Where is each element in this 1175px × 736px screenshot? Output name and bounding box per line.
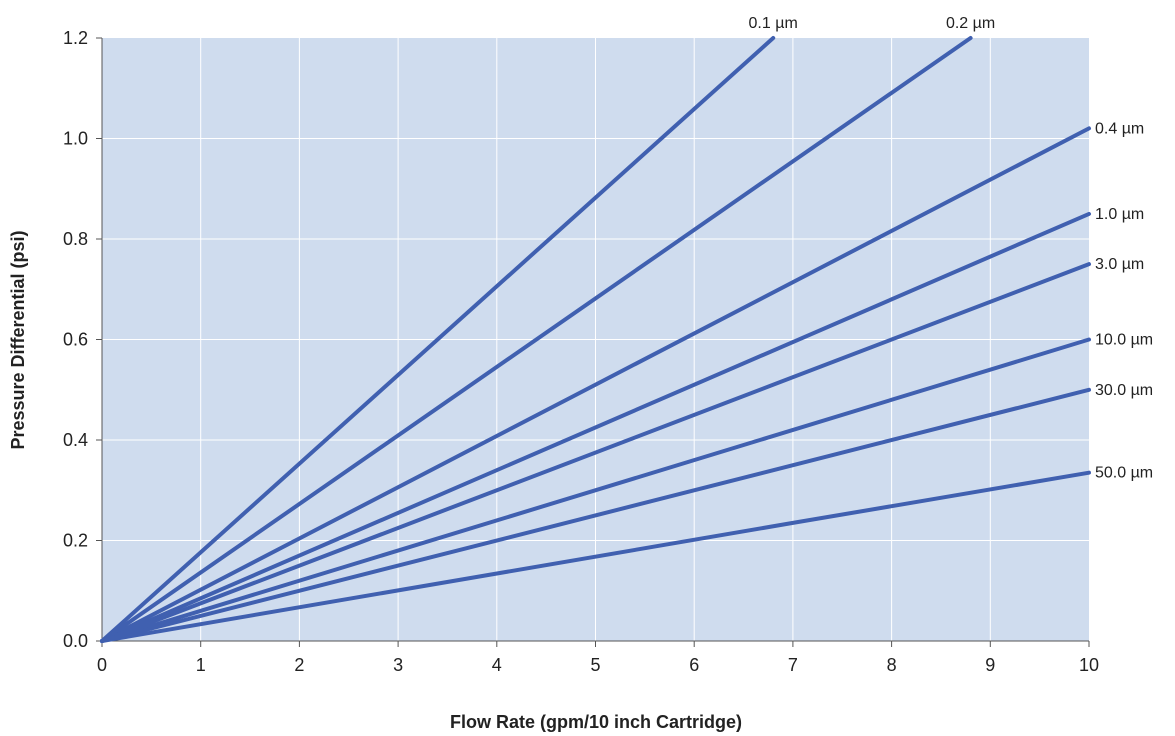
series-lines [100,36,1091,643]
y-tick-label: 0.4 [63,430,88,450]
series-label-1: 0.2 µm [946,15,995,32]
x-tick-label: 1 [196,655,206,675]
x-tick-label: 10 [1079,655,1099,675]
x-tick-label: 8 [887,655,897,675]
x-tick-label: 6 [689,655,699,675]
x-tick-label: 2 [294,655,304,675]
y-tick-label: 1.2 [63,28,88,48]
y-tick-label: 0.6 [63,330,88,350]
axes: 0 1 2 3 4 5 6 7 8 9 10 0.0 0.2 0.4 0.6 0.8 1.0 1.2 [63,28,1099,675]
x-tick-label: 5 [590,655,600,675]
y-axis-title: Pressure Differential (psi) [8,230,28,449]
series-label-7: 50.0 µm [1095,465,1153,482]
series-label-2: 0.4 µm [1095,120,1144,137]
x-axis-title: Flow Rate (gpm/10 inch Cartridge) [450,712,742,732]
y-tick-label: 0.0 [63,631,88,651]
grid-lines [102,38,1089,641]
series-line-2 [100,126,1091,643]
series-line-5 [100,337,1091,643]
series-label-0: 0.1 µm [749,15,798,32]
series-label-3: 1.0 µm [1095,206,1144,223]
series-line-3 [100,211,1091,643]
x-tick-label: 7 [788,655,798,675]
series-line-6 [100,387,1091,643]
x-tick-label: 0 [97,655,107,675]
series-label-4: 3.0 µm [1095,256,1144,273]
series-label-6: 30.0 µm [1095,382,1153,399]
series-label-5: 10.0 µm [1095,332,1153,349]
y-tick-label: 0.2 [63,531,88,551]
x-tick-label: 9 [985,655,995,675]
x-tick-label: 3 [393,655,403,675]
y-tick-label: 1.0 [63,129,88,149]
x-tick-label: 4 [492,655,502,675]
series-labels: 0.1 µm 0.2 µm 0.4 µm 1.0 µm 3.0 µm 10.0 µm 30.… [749,15,1154,482]
y-tick-label: 0.8 [63,229,88,249]
series-line-4 [100,262,1091,643]
series-line-0 [100,36,776,643]
series-line-1 [100,36,973,643]
series-line-7 [100,470,1091,643]
